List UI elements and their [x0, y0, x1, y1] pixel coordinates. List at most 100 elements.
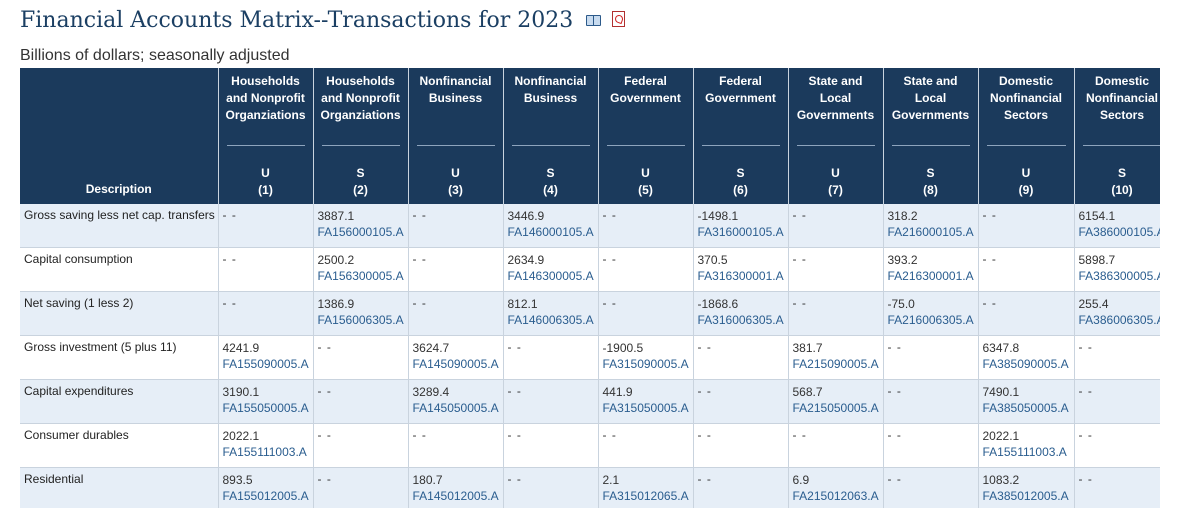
table-cell: 2022.1 FA155111003.A	[978, 423, 1075, 468]
column-header-code: U (5)	[638, 166, 653, 197]
empty-marker: - -	[222, 252, 237, 266]
matrix-table: Description Households and Nonprofit Orga…	[20, 68, 1160, 508]
column-header-divider	[606, 145, 685, 146]
book-icon[interactable]	[586, 14, 602, 26]
series-code-link[interactable]: FA316300001.A	[697, 269, 784, 283]
column-header-name: Households and Nonprofit Organziations	[320, 74, 401, 122]
empty-marker: - -	[982, 296, 997, 310]
cell-value: 3624.7	[412, 341, 450, 355]
series-code-link[interactable]: FA316006305.A	[697, 313, 784, 327]
empty-marker: - -	[1078, 384, 1093, 398]
empty-marker: - -	[982, 252, 997, 266]
table-cell: -1868.6 FA316006305.A	[693, 291, 789, 336]
column-header-name: Nonfinancial Business	[514, 74, 587, 105]
table-cell: 180.7 FA145012005.A	[408, 467, 504, 508]
table-row: Capital expenditures 3190.1 FA155050005.A -…	[20, 379, 1160, 424]
series-code-link[interactable]: FA155090005.A	[222, 357, 309, 371]
column-header-divider	[986, 145, 1066, 146]
column-header: Nonfinancial Business S (4)	[503, 68, 599, 204]
matrix-table-container[interactable]: Description Households and Nonprofit Orga…	[20, 68, 1160, 508]
series-code-link[interactable]: FA315012065.A	[602, 489, 689, 503]
table-row: Consumer durables 2022.1 FA155111003.A - --…	[20, 423, 1160, 468]
cell-value: -1868.6	[697, 297, 739, 311]
series-code-link[interactable]: FA315050005.A	[602, 401, 689, 415]
series-code-link[interactable]: FA156300005.A	[317, 269, 404, 283]
series-code-link[interactable]: FA156006305.A	[317, 313, 404, 327]
column-header: Domestic Nonfinancial Sectors S (10)	[1074, 68, 1160, 204]
empty-marker: - -	[887, 472, 902, 486]
cell-value: 3190.1	[222, 385, 260, 399]
table-cell: 3289.4 FA145050005.A	[408, 379, 504, 424]
empty-marker: - -	[412, 428, 427, 442]
series-code-link[interactable]: FA215090005.A	[792, 357, 879, 371]
empty-marker: - -	[697, 340, 712, 354]
table-cell: - -	[503, 467, 599, 508]
column-header: Households and Nonprofit Organziations U(…	[218, 68, 314, 204]
row-description: Gross saving less net cap. transfers	[20, 204, 219, 248]
series-code-link[interactable]: FA216006305.A	[887, 313, 974, 327]
series-code-link[interactable]: FA155050005.A	[222, 401, 309, 415]
series-code-link[interactable]: FA215050005.A	[792, 401, 879, 415]
table-cell: 7490.1 FA385050005.A	[978, 379, 1075, 424]
cell-value: 393.2	[887, 253, 918, 267]
column-header: State and Local Governments U (7)	[788, 68, 884, 204]
series-code-link[interactable]: FA155111003.A	[222, 445, 307, 459]
column-header-divider	[891, 145, 970, 146]
table-cell: 893.5 FA155012005.A	[218, 467, 314, 508]
series-code-link[interactable]: FA146006305.A	[507, 313, 594, 327]
series-code-link[interactable]: FA386000105.A	[1078, 225, 1161, 239]
table-cell: 568.7 FA215050005.A	[788, 379, 884, 424]
table-cell: - -	[598, 204, 694, 248]
cell-value: 2634.9	[507, 253, 545, 267]
table-cell: - -	[598, 291, 694, 336]
series-code-link[interactable]: FA146300005.A	[507, 269, 594, 283]
table-cell: - -	[503, 423, 599, 468]
series-code-link[interactable]: FA316000105.A	[697, 225, 784, 239]
cell-value: 370.5	[697, 253, 728, 267]
column-header-divider	[1082, 145, 1160, 146]
cell-value: -1900.5	[602, 341, 644, 355]
series-code-link[interactable]: FA155111003.A	[982, 445, 1067, 459]
empty-marker: - -	[602, 252, 617, 266]
series-code-link[interactable]: FA385012005.A	[982, 489, 1069, 503]
series-code-link[interactable]: FA315090005.A	[602, 357, 689, 371]
series-code-link[interactable]: FA385050005.A	[982, 401, 1069, 415]
table-cell: - -	[313, 335, 409, 380]
column-header-name: Federal Government	[610, 74, 681, 105]
series-code-link[interactable]: FA216000105.A	[887, 225, 974, 239]
empty-marker: - -	[792, 428, 807, 442]
column-header: Households and Nonprofit Organziations S(…	[313, 68, 409, 204]
table-cell: 2.1 FA315012065.A	[598, 467, 694, 508]
table-cell: - -	[883, 423, 979, 468]
column-header-name: Federal Government	[705, 74, 776, 105]
series-code-link[interactable]: FA386006305.A	[1078, 313, 1161, 327]
series-code-link[interactable]: FA385090005.A	[982, 357, 1069, 371]
series-code-link[interactable]: FA145012005.A	[412, 489, 499, 503]
series-code-link[interactable]: FA156000105.A	[317, 225, 404, 239]
cell-value: 255.4	[1078, 297, 1109, 311]
column-header-name: Households and Nonprofit Organziations	[225, 74, 306, 122]
table-row: Net saving (1 less 2) - -1386.9 FA15600630…	[20, 291, 1161, 336]
series-code-link[interactable]: FA216300001.A	[887, 269, 974, 283]
empty-marker: - -	[697, 428, 712, 442]
empty-marker: - -	[222, 296, 237, 310]
table-cell: 4241.9 FA155090005.A	[218, 335, 314, 380]
pdf-icon[interactable]	[612, 11, 626, 27]
empty-marker: - -	[222, 208, 237, 222]
table-cell: 6347.8 FA385090005.A	[978, 335, 1075, 380]
table-cell: - -	[883, 335, 979, 380]
cell-value: 568.7	[792, 385, 823, 399]
cell-value: 1386.9	[317, 297, 355, 311]
series-code-link[interactable]: FA146000105.A	[507, 225, 594, 239]
series-code-link[interactable]: FA145090005.A	[412, 357, 499, 371]
series-code-link[interactable]: FA386300005.A	[1078, 269, 1161, 283]
empty-marker: - -	[412, 296, 427, 310]
table-cell: - -	[693, 379, 789, 424]
series-code-link[interactable]: FA155012005.A	[222, 489, 309, 503]
column-header-name: State and Local Governments	[891, 74, 970, 122]
column-header-code: U (1)	[258, 166, 273, 197]
table-cell: -1900.5 FA315090005.A	[598, 335, 694, 380]
table-cell: 3446.9 FA146000105.A	[503, 204, 599, 248]
series-code-link[interactable]: FA145050005.A	[412, 401, 499, 415]
series-code-link[interactable]: FA215012063.A	[792, 489, 879, 503]
